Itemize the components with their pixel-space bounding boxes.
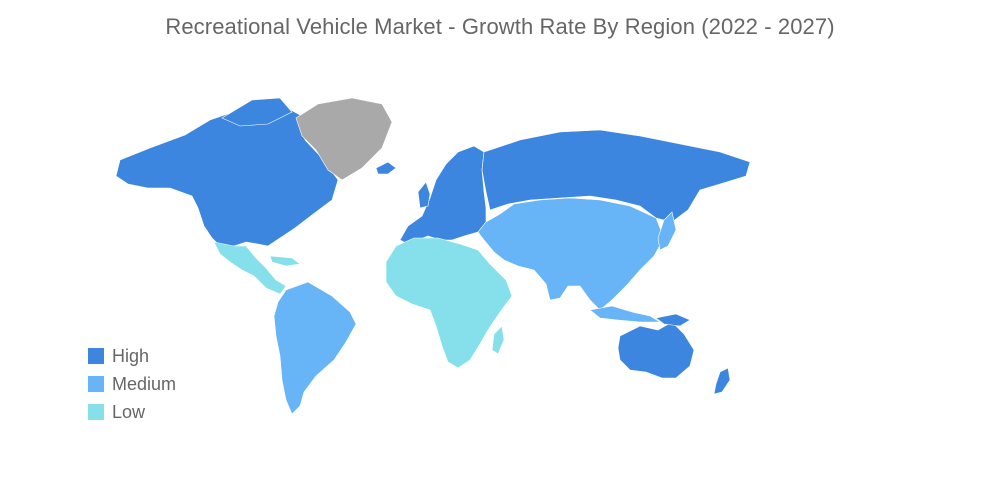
region-australia bbox=[617, 321, 695, 379]
legend-swatch-low bbox=[88, 404, 104, 420]
legend-item-low: Low bbox=[88, 398, 176, 426]
region-caribbean bbox=[269, 255, 301, 267]
region-greenland bbox=[295, 97, 393, 181]
legend-label-high: High bbox=[112, 345, 150, 366]
region-indonesia bbox=[589, 305, 662, 323]
legend-swatch-medium bbox=[88, 376, 104, 392]
region-central-america bbox=[213, 241, 287, 295]
legend-label-low: Low bbox=[112, 401, 146, 422]
region-uk bbox=[417, 181, 431, 209]
chart-title: Recreational Vehicle Market - Growth Rat… bbox=[165, 14, 835, 39]
region-russia bbox=[481, 129, 751, 223]
region-new-zealand bbox=[713, 367, 731, 395]
legend-item-medium: Medium bbox=[88, 370, 176, 398]
region-new-guinea bbox=[655, 313, 691, 327]
legend-swatch-high bbox=[88, 348, 104, 364]
region-europe bbox=[399, 145, 487, 245]
region-africa bbox=[385, 237, 513, 369]
region-japan bbox=[657, 211, 677, 251]
legend-item-high: High bbox=[88, 342, 176, 370]
region-north-america-islands bbox=[221, 97, 293, 127]
region-south-america bbox=[273, 281, 357, 415]
legend-label-medium: Medium bbox=[112, 373, 177, 394]
legend: High Medium Low bbox=[88, 342, 176, 426]
region-iceland bbox=[375, 161, 397, 175]
region-madagascar bbox=[491, 325, 505, 355]
